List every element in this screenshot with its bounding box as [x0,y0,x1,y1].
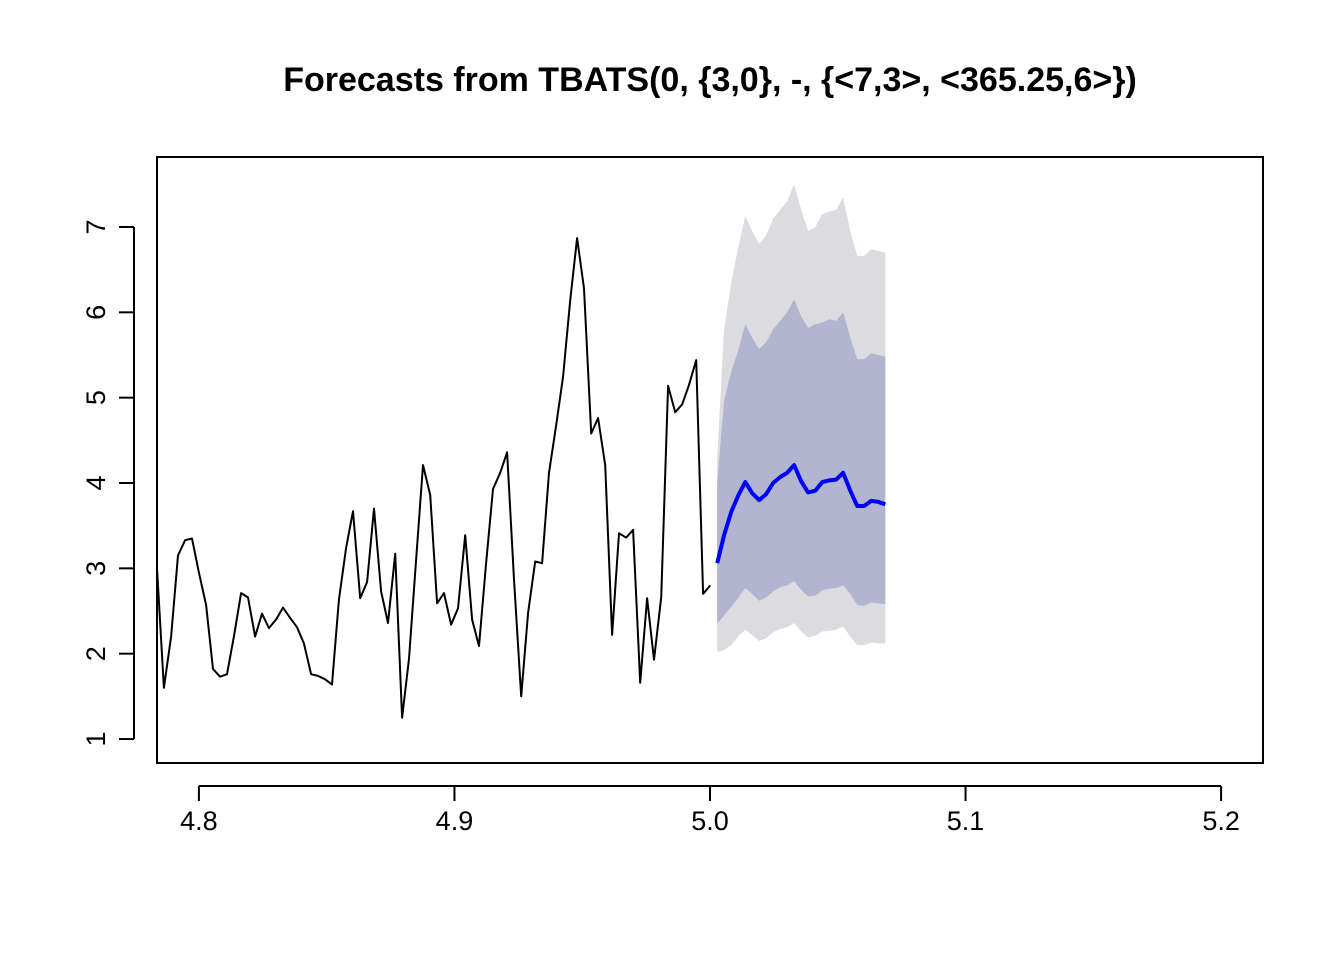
y-tick-label: 3 [81,561,111,576]
y-tick-label: 2 [81,646,111,661]
x-tick-label: 5.2 [1202,806,1240,836]
x-tick-label: 4.9 [436,806,474,836]
chart-title: Forecasts from TBATS(0, {3,0}, -, {<7,3>… [283,61,1137,99]
x-tick-label: 5.1 [947,806,985,836]
x-tick-label: 5.0 [691,806,729,836]
y-tick-label: 7 [81,219,111,234]
interval-band [717,299,886,624]
series-line [715,463,886,564]
y-tick-label: 1 [81,732,111,747]
plot-frame [156,156,1264,764]
series-line [156,237,712,719]
x-tick-label: 4.8 [180,806,218,836]
y-tick-label: 4 [81,475,111,490]
y-tick-label: 6 [81,305,111,320]
y-tick-label: 5 [81,390,111,405]
